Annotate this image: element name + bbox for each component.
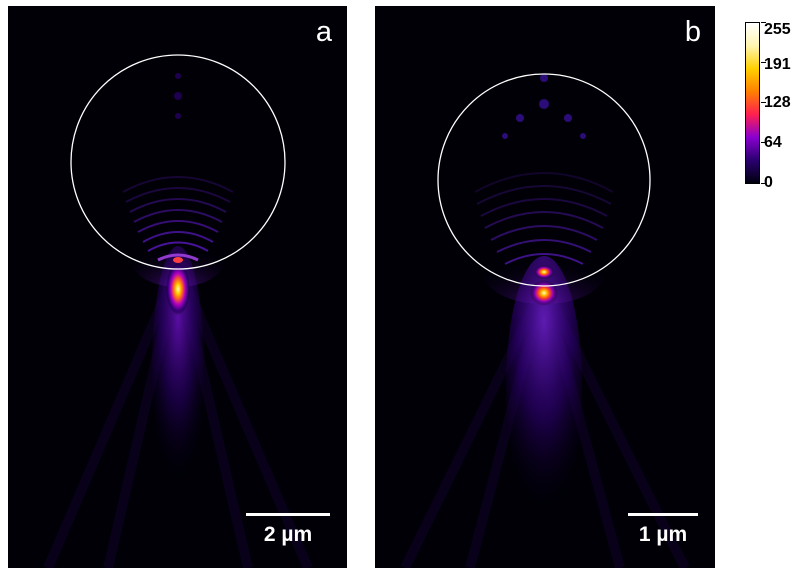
scale-bar-label: 1 µm (638, 523, 688, 546)
focal-spot (166, 263, 190, 315)
colorbar-tick (761, 102, 766, 103)
field-map-a (8, 6, 347, 568)
colorbar (745, 22, 760, 184)
jet-tail (506, 256, 582, 516)
upper-lobes (502, 74, 586, 139)
panel-label: b (684, 16, 701, 48)
scale-bar (246, 513, 330, 516)
focal-spot-edge (173, 257, 183, 263)
colorbar-tick (761, 142, 766, 143)
axis-spots (174, 73, 182, 119)
fringe-rings (474, 172, 614, 265)
colorbar-tick (761, 183, 766, 184)
focal-spot (530, 280, 558, 306)
sphere-outline (437, 73, 651, 287)
colorbar-tick (761, 22, 766, 23)
scale-bar-label: 2 µm (263, 523, 313, 546)
colorbar-label: 191 (764, 56, 791, 73)
colorbar-label: 128 (764, 94, 791, 111)
panel-label: a (315, 16, 332, 48)
colorbar-label: 64 (764, 134, 782, 151)
field-map-b (375, 6, 715, 568)
colorbar-label-max: 255 (764, 21, 791, 38)
panel-b: b 1 µm (375, 6, 715, 568)
jet-tail (152, 246, 204, 486)
focal-spot-upper (534, 265, 554, 279)
sphere-outline (70, 54, 286, 270)
fringe-rings (122, 176, 234, 262)
colorbar-label-min: 0 (764, 174, 773, 191)
panel-a: a 2 µm (8, 6, 347, 568)
colorbar-tick (761, 62, 766, 63)
scale-bar (628, 513, 698, 516)
